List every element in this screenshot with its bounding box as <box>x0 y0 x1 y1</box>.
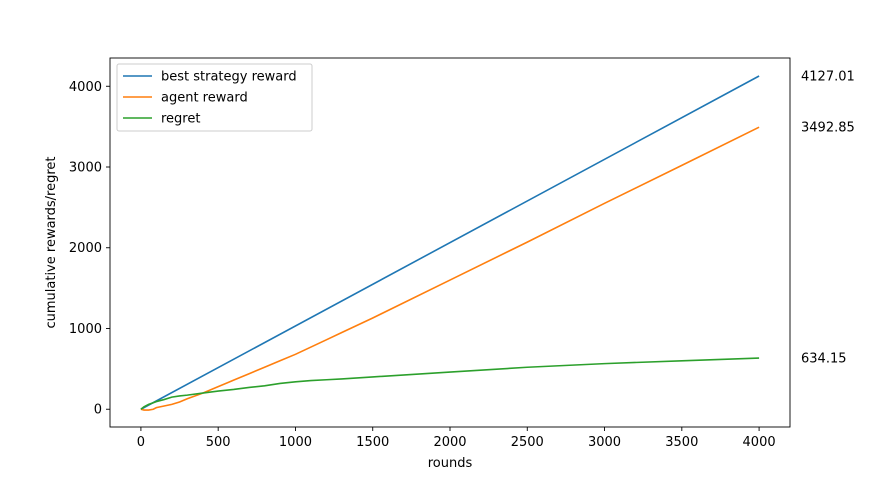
x-tick-label: 1000 <box>279 435 312 450</box>
series-line-best-strategy-reward <box>140 75 760 410</box>
y-tick-label: 1000 <box>69 322 102 337</box>
legend-entry: best strategy reward <box>161 70 297 85</box>
legend: best strategy reward agent reward regret <box>116 63 313 132</box>
x-tick-label: 2000 <box>433 435 466 450</box>
y-tick-label: 3000 <box>69 161 102 176</box>
y-tick-label: 4000 <box>69 80 102 95</box>
x-tick-label: 1500 <box>356 435 389 450</box>
x-tick-label: 500 <box>206 435 231 450</box>
y-axis-label: cumulative rewards/regret <box>44 156 59 328</box>
end-value-label: 4127.01 <box>801 70 855 85</box>
legend-entry: agent reward <box>161 91 248 106</box>
x-tick-label: 2500 <box>511 435 544 450</box>
series-line-agent-reward <box>140 126 760 411</box>
x-tick-label: 3500 <box>665 435 698 450</box>
plot-area: 0 500 1000 1500 2000 2500 3000 3500 4000 0 1000 200… <box>44 57 855 471</box>
x-axis-label: rounds <box>428 456 473 471</box>
x-tick-label: 0 <box>137 435 145 450</box>
x-tick-label: 4000 <box>743 435 776 450</box>
end-value-label: 3492.85 <box>801 121 855 136</box>
legend-entry: regret <box>161 112 200 127</box>
y-tick-label: 2000 <box>69 241 102 256</box>
legend-box <box>116 63 313 132</box>
series-line-regret <box>140 357 760 410</box>
end-value-label: 634.15 <box>801 352 847 367</box>
x-tick-label: 3000 <box>588 435 621 450</box>
y-tick-label: 0 <box>94 403 102 418</box>
